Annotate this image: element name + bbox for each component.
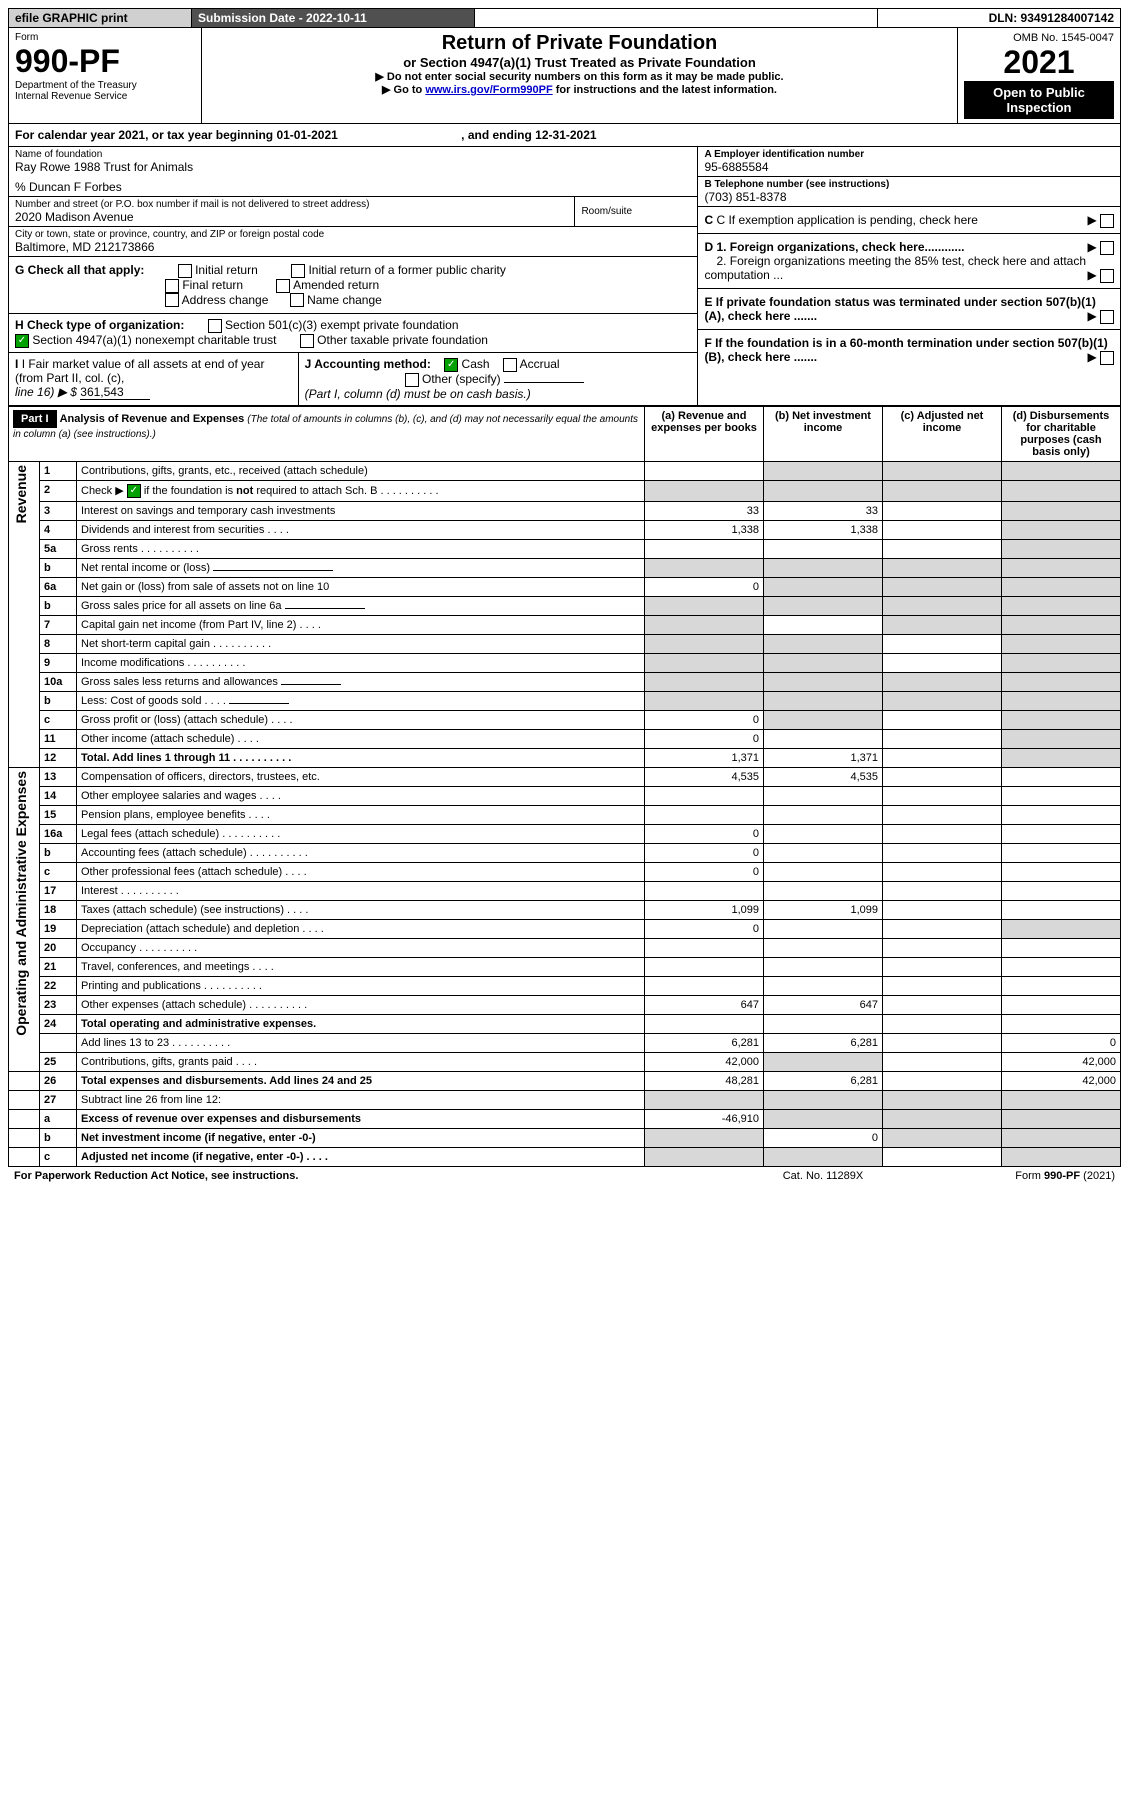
city-state-zip: Baltimore, MD 212173866 <box>15 240 691 254</box>
efile-print-button[interactable]: efile GRAPHIC print <box>9 9 192 28</box>
omb-number: OMB No. 1545-0047 <box>964 32 1114 44</box>
chk-final-return[interactable] <box>165 279 179 293</box>
expenses-side-label: Operating and Administrative Expenses <box>9 767 40 1071</box>
form-word: Form <box>15 32 195 43</box>
part1-label: Part I <box>13 410 57 428</box>
efile-header: efile GRAPHIC print Submission Date - 20… <box>8 8 1121 28</box>
chk-initial-former[interactable] <box>291 264 305 278</box>
name-label: Name of foundation <box>15 149 691 160</box>
addr-label: Number and street (or P.O. box number if… <box>15 199 568 210</box>
section-i: I I Fair market value of all assets at e… <box>9 353 298 405</box>
instr-1: ▶ Do not enter social security numbers o… <box>208 70 951 83</box>
form-subtitle: or Section 4947(a)(1) Trust Treated as P… <box>208 55 951 70</box>
col-b-header: (b) Net investment income <box>764 406 883 461</box>
entity-block: Name of foundation Ray Rowe 1988 Trust f… <box>8 147 1121 406</box>
part1-title: Analysis of Revenue and Expenses <box>60 413 245 425</box>
dln: DLN: 93491284007142 <box>878 9 1121 28</box>
chk-sch-b[interactable]: ✓ <box>127 484 141 498</box>
section-f: F If the foundation is in a 60-month ter… <box>698 330 1120 370</box>
chk-initial-return[interactable] <box>178 264 192 278</box>
ein-label: A Employer identification number <box>704 149 1114 160</box>
fmv-value: 361,543 <box>80 385 150 400</box>
chk-other-method[interactable] <box>405 373 419 387</box>
city-label: City or town, state or province, country… <box>15 229 691 240</box>
chk-4947[interactable]: ✓ <box>15 334 29 348</box>
section-d: D 1. Foreign organizations, check here..… <box>698 234 1120 289</box>
phone: (703) 851-8378 <box>704 190 1114 204</box>
chk-amended-return[interactable] <box>276 279 290 293</box>
chk-60-month[interactable] <box>1100 351 1114 365</box>
form-number: 990-PF <box>15 43 195 80</box>
submission-date: Submission Date - 2022-10-11 <box>192 9 475 28</box>
section-e: E If private foundation status was termi… <box>698 289 1120 330</box>
pra-notice: For Paperwork Reduction Act Notice, see … <box>8 1167 717 1185</box>
form-footer: Form 990-PF (2021) <box>929 1167 1121 1185</box>
chk-address-change[interactable] <box>165 293 179 307</box>
footer: For Paperwork Reduction Act Notice, see … <box>8 1167 1121 1185</box>
chk-accrual[interactable] <box>503 358 517 372</box>
irs-link[interactable]: www.irs.gov/Form990PF <box>425 84 552 96</box>
instr-2: ▶ Go to www.irs.gov/Form990PF for instru… <box>208 83 951 96</box>
col-c-header: (c) Adjusted net income <box>883 406 1002 461</box>
dept-treasury: Department of the Treasury <box>15 80 195 91</box>
chk-name-change[interactable] <box>290 293 304 307</box>
foundation-name: Ray Rowe 1988 Trust for Animals <box>15 160 691 174</box>
chk-foreign-85[interactable] <box>1100 269 1114 283</box>
open-inspection: Open to Public Inspection <box>964 81 1114 119</box>
revenue-side-label: Revenue <box>9 461 40 767</box>
part1-table: Part I Analysis of Revenue and Expenses … <box>8 406 1121 1167</box>
phone-label: B Telephone number (see instructions) <box>704 179 1114 190</box>
care-of: % Duncan F Forbes <box>15 180 691 194</box>
room-label: Room/suite <box>581 206 691 217</box>
calendar-year-line: For calendar year 2021, or tax year begi… <box>9 124 1121 147</box>
chk-status-terminated[interactable] <box>1100 310 1114 324</box>
form-header: Form 990-PF Department of the Treasury I… <box>8 28 1121 124</box>
section-g: G Check all that apply: Initial return I… <box>9 257 697 314</box>
section-c: C C If exemption application is pending,… <box>698 207 1120 234</box>
section-j: J Accounting method: ✓ Cash Accrual Othe… <box>298 353 697 405</box>
col-d-header: (d) Disbursements for charitable purpose… <box>1002 406 1121 461</box>
tax-year: 2021 <box>964 44 1114 81</box>
col-a-header: (a) Revenue and expenses per books <box>645 406 764 461</box>
chk-other-taxable[interactable] <box>300 334 314 348</box>
chk-501c3[interactable] <box>208 319 222 333</box>
irs-label: Internal Revenue Service <box>15 91 195 102</box>
chk-cash[interactable]: ✓ <box>444 358 458 372</box>
form-title: Return of Private Foundation <box>208 32 951 55</box>
chk-foreign-org[interactable] <box>1100 241 1114 255</box>
cat-no: Cat. No. 11289X <box>717 1167 929 1185</box>
ein: 95-6885584 <box>704 160 1114 174</box>
section-h: H Check type of organization: Section 50… <box>9 314 697 353</box>
street-address: 2020 Madison Avenue <box>15 210 568 224</box>
chk-exemption-pending[interactable] <box>1100 214 1114 228</box>
